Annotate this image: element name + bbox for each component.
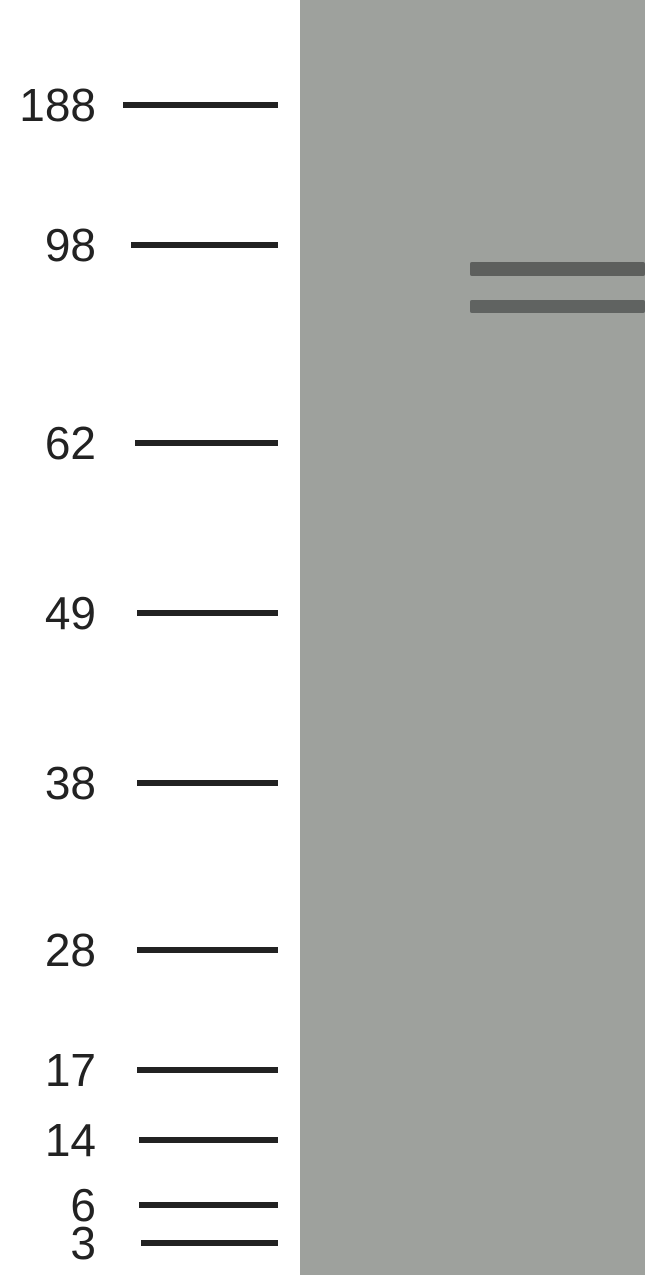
marker-label: 17 [0,1043,108,1097]
marker-tick [123,102,278,108]
band [470,300,645,313]
marker-row-28: 28 [0,925,290,975]
lane-1 [300,0,470,1275]
marker-tick [137,1067,278,1073]
marker-tick [139,1137,278,1143]
marker-label: 98 [0,218,108,272]
marker-label: 188 [0,78,108,132]
marker-tick [137,780,278,786]
lane-2 [470,0,645,1275]
marker-row-62: 62 [0,418,290,468]
marker-row-188: 188 [0,80,290,130]
band [470,262,645,276]
marker-row-3: 3 [0,1218,290,1268]
marker-tick [137,610,278,616]
marker-tick [141,1240,278,1246]
marker-tick [131,242,278,248]
marker-label: 3 [0,1216,108,1270]
marker-row-49: 49 [0,588,290,638]
marker-row-98: 98 [0,220,290,270]
molecular-weight-ladder: 1889862493828171463 [0,0,290,1275]
marker-tick [135,440,278,446]
marker-row-14: 14 [0,1115,290,1165]
marker-label: 49 [0,586,108,640]
marker-row-17: 17 [0,1045,290,1095]
marker-label: 38 [0,756,108,810]
blot-lane-area [300,0,645,1275]
marker-tick [139,1202,278,1208]
marker-row-38: 38 [0,758,290,808]
marker-label: 14 [0,1113,108,1167]
marker-label: 62 [0,416,108,470]
marker-tick [137,947,278,953]
marker-label: 28 [0,923,108,977]
